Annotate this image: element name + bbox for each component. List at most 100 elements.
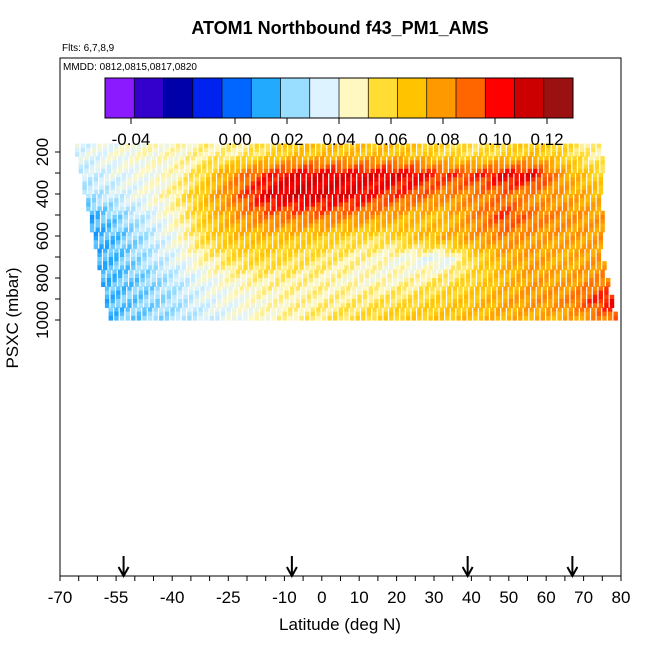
heat-cell [484,265,489,271]
heat-cell [276,194,282,199]
heat-cell [411,198,416,203]
heat-cell [230,210,235,216]
heat-cell [508,299,514,304]
heat-cell [564,189,570,195]
heat-cell [319,227,325,233]
heat-cell [250,181,256,187]
heat-cell [181,252,186,258]
heat-cell [385,286,390,292]
heat-cell [161,185,166,191]
heat-cell [531,290,536,296]
heat-cell [166,236,171,241]
heat-cell [97,257,102,262]
heat-cell [376,269,381,275]
heat-cell [351,185,357,191]
heat-cell [232,152,237,157]
heat-cell [411,315,416,321]
heat-cell [271,152,276,157]
heat-cell [495,252,501,258]
heat-cell [484,206,489,212]
heat-cell [456,152,461,157]
heat-cell [454,156,459,161]
heat-cell [155,173,160,178]
heat-cell [520,244,525,250]
heat-cell [232,261,237,266]
heat-cell [572,156,577,161]
heat-cell [151,215,156,220]
heat-cell [396,189,401,195]
heat-cell [248,307,254,313]
heat-cell [581,286,587,292]
heat-cell [525,303,530,308]
heat-cell [321,147,327,153]
heat-cell [521,160,527,166]
heat-cell [450,198,456,203]
heat-cell [228,299,233,304]
heat-cell [125,257,130,262]
heat-cell [250,290,256,296]
heat-cell [424,173,430,178]
heat-cell [482,223,487,229]
heat-cell [252,168,257,174]
heat-cell [121,290,127,296]
heat-cell [548,181,553,187]
heat-cell [103,257,108,262]
heat-cell [192,261,198,266]
heat-cell [209,143,214,149]
heat-cell [424,286,430,292]
heat-cell [583,219,588,224]
heat-cell [409,219,415,224]
heat-cell [211,240,216,245]
heat-cell [536,189,542,195]
heat-cell [591,248,596,254]
heat-cell [282,257,287,262]
heat-cell [576,290,581,296]
heat-cell [570,303,575,308]
heat-cell [419,177,424,182]
heat-cell [372,152,377,157]
heat-cell [129,164,134,170]
heat-cell [179,210,185,216]
heat-cell [362,303,368,308]
heat-cell [118,282,123,287]
heat-cell [254,202,259,208]
heat-cell [207,215,213,220]
heat-cell [170,143,175,149]
heat-cell [585,261,590,266]
heat-cell [471,168,476,174]
heat-cell [254,152,259,157]
heat-cell [540,194,545,199]
heat-cell [161,236,166,241]
heat-cell [521,282,527,287]
heat-cell [355,143,360,149]
heat-cell [486,299,491,304]
heat-cell [600,215,605,220]
heat-cell [441,299,446,304]
heat-cell [303,227,308,233]
heat-cell [131,198,136,203]
heat-cell [237,206,243,212]
heat-cell [518,261,523,266]
heat-cell [159,307,164,313]
heat-cell [211,177,216,182]
heat-cell [323,286,329,292]
heat-cell [587,294,592,300]
heat-cell [578,278,583,283]
heat-cell [383,315,388,321]
heat-cell [114,307,119,313]
x-tick-label: -25 [216,588,241,607]
heat-cell [405,198,411,203]
heat-cell [557,252,562,258]
heat-cell [405,248,411,254]
heat-cell [563,143,568,149]
heat-cell [218,269,224,275]
heat-cell [241,219,246,224]
colorbar-swatch [543,78,574,118]
heat-cell [108,307,113,313]
heat-cell [471,215,476,220]
heat-cell [405,315,411,321]
heat-cell [544,227,549,233]
heat-cell [142,315,147,321]
heat-cell [175,315,181,321]
heat-cell [591,315,596,321]
